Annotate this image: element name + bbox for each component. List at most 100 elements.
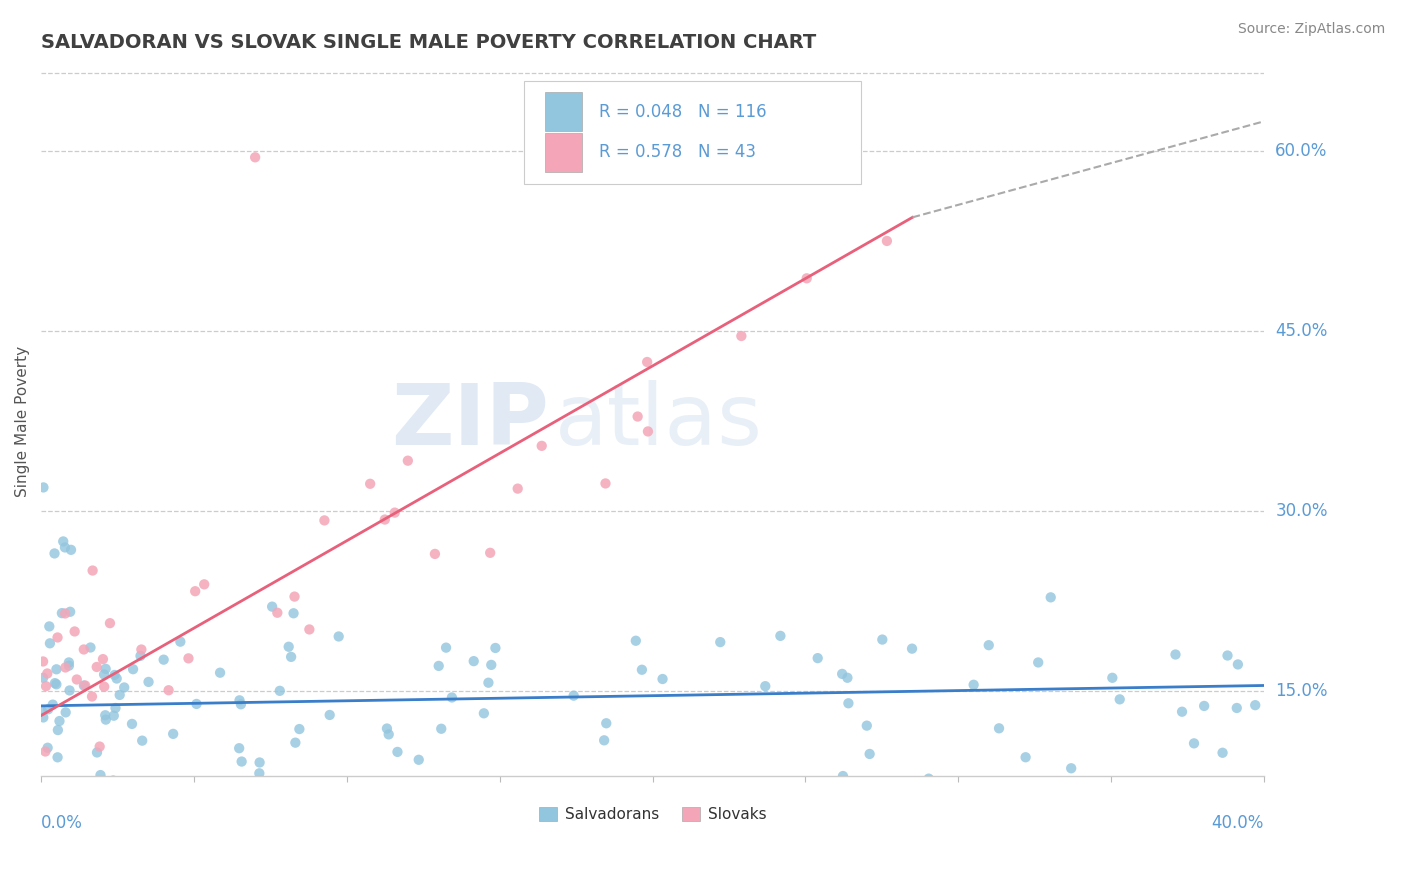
Point	[231, 755, 253, 769]
Point	[138, 674, 160, 689]
Point	[131, 642, 153, 657]
Point	[1212, 746, 1234, 760]
Point	[162, 727, 184, 741]
Point	[631, 663, 654, 677]
Text: atlas: atlas	[555, 380, 763, 463]
Point	[1192, 698, 1215, 713]
Point	[91, 652, 114, 666]
Point	[477, 675, 499, 690]
FancyBboxPatch shape	[524, 81, 860, 184]
Point	[1226, 657, 1249, 672]
Point	[152, 653, 174, 667]
Point	[832, 769, 855, 783]
Point	[651, 672, 673, 686]
Point	[53, 607, 76, 621]
Point	[423, 547, 446, 561]
Point	[318, 708, 340, 723]
Point	[39, 636, 62, 650]
Point	[89, 768, 111, 782]
Point	[408, 753, 430, 767]
Point	[32, 655, 55, 669]
Point	[901, 641, 924, 656]
Point	[45, 677, 67, 691]
Point	[530, 439, 553, 453]
Point	[94, 662, 117, 676]
Point	[209, 665, 232, 680]
Point	[122, 662, 145, 676]
Point	[129, 648, 152, 663]
Point	[375, 722, 398, 736]
Point	[157, 683, 180, 698]
Point	[184, 584, 207, 599]
Point	[44, 546, 66, 560]
Y-axis label: Single Male Poverty: Single Male Poverty	[15, 346, 30, 497]
Point	[280, 649, 302, 664]
Point	[48, 714, 70, 728]
Point	[562, 689, 585, 703]
Point	[479, 657, 502, 672]
Point	[94, 713, 117, 727]
Point	[359, 476, 381, 491]
Point	[430, 722, 453, 736]
Point	[807, 651, 830, 665]
Point	[1216, 648, 1239, 663]
Point	[1182, 736, 1205, 750]
Point	[387, 745, 409, 759]
Point	[37, 702, 59, 716]
Point	[193, 577, 215, 591]
Point	[103, 708, 125, 723]
Point	[228, 693, 250, 707]
Point	[1026, 656, 1049, 670]
Bar	[546, 133, 582, 172]
Point	[1101, 671, 1123, 685]
Text: 30.0%: 30.0%	[1275, 502, 1327, 520]
Point	[32, 671, 55, 685]
Point	[247, 766, 270, 780]
Text: R = 0.578   N = 43: R = 0.578 N = 43	[599, 144, 756, 161]
Point	[55, 660, 77, 674]
Point	[66, 673, 89, 687]
Point	[229, 698, 252, 712]
Point	[962, 678, 984, 692]
Point	[1108, 692, 1130, 706]
Bar	[546, 93, 582, 131]
Point	[298, 623, 321, 637]
Point	[277, 640, 299, 654]
Point	[1226, 701, 1249, 715]
Point	[55, 706, 77, 720]
Point	[42, 698, 65, 712]
Point	[384, 506, 406, 520]
Point	[73, 642, 96, 657]
Point	[32, 710, 55, 724]
Point	[58, 656, 80, 670]
Point	[1164, 648, 1187, 662]
Point	[472, 706, 495, 721]
Text: Source: ZipAtlas.com: Source: ZipAtlas.com	[1237, 22, 1385, 37]
Point	[796, 271, 818, 285]
Text: R = 0.048   N = 116: R = 0.048 N = 116	[599, 103, 766, 121]
Point	[46, 750, 69, 764]
Text: ZIP: ZIP	[391, 380, 548, 463]
Point	[169, 634, 191, 648]
Point	[730, 329, 752, 343]
Point	[249, 756, 271, 770]
Point	[479, 546, 502, 560]
Point	[269, 683, 291, 698]
Point	[51, 606, 73, 620]
Point	[44, 676, 66, 690]
Point	[103, 773, 125, 788]
Point	[637, 425, 659, 439]
Point	[63, 624, 86, 639]
Point	[1060, 761, 1083, 775]
Point	[58, 683, 80, 698]
Point	[105, 672, 128, 686]
Point	[75, 678, 97, 692]
Point	[374, 512, 396, 526]
Point	[86, 660, 108, 674]
Text: 40.0%: 40.0%	[1212, 814, 1264, 832]
Point	[283, 590, 305, 604]
Point	[93, 667, 115, 681]
Point	[79, 640, 101, 655]
Point	[977, 638, 1000, 652]
Point	[46, 723, 69, 737]
